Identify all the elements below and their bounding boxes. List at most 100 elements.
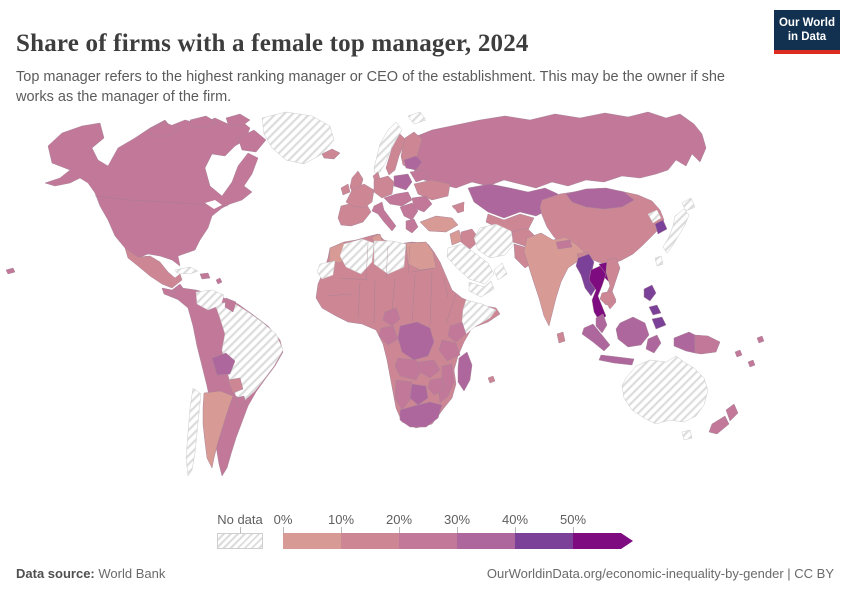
map-region-sweden[interactable] [385, 133, 407, 176]
map-region-mozambique[interactable] [437, 363, 455, 404]
map-region-pacific-islands[interactable] [734, 349, 743, 358]
map-region-uruguay[interactable] [235, 395, 247, 408]
map-region-sumatra[interactable] [581, 323, 611, 352]
map-region-guyana[interactable] [224, 297, 237, 313]
map-region-malaysia[interactable] [595, 313, 608, 334]
map-region-taiwan[interactable] [654, 255, 664, 267]
map-region-dr-congo[interactable] [397, 321, 435, 361]
map-region-iberia[interactable] [337, 202, 372, 227]
map-region-egypt[interactable] [405, 241, 437, 271]
map-region-new-zealand-south[interactable] [708, 415, 730, 435]
map-region-iraq[interactable] [460, 228, 481, 250]
map-region-saudi-arabia[interactable] [446, 243, 495, 285]
owid-logo[interactable]: Our World in Data [774, 10, 840, 54]
map-region-central-europe[interactable] [383, 191, 413, 207]
map-region-thailand[interactable] [588, 265, 607, 323]
map-region-arctic-islands[interactable] [189, 115, 217, 129]
legend-segment-30-40[interactable] [457, 533, 515, 549]
map-region-japan-hokkaido[interactable] [681, 197, 696, 212]
credit-link[interactable]: OurWorldinData.org/economic-inequality-b… [486, 566, 834, 581]
map-region-ireland[interactable] [340, 183, 351, 196]
map-region-philippines-mindanao[interactable] [651, 316, 667, 330]
map-region-baltics[interactable] [403, 155, 423, 171]
map-region-italy[interactable] [371, 201, 397, 232]
map-region-myanmar[interactable] [575, 253, 597, 297]
legend-segment-0-10[interactable] [283, 533, 341, 549]
map-region-madagascar[interactable] [457, 351, 473, 392]
map-region-sulawesi[interactable] [645, 334, 662, 354]
map-region-sri-lanka[interactable] [556, 331, 566, 344]
map-region-west-new-guinea[interactable] [673, 331, 696, 354]
map-region-south-africa[interactable] [399, 401, 443, 428]
map-region-kenya[interactable] [447, 321, 467, 343]
map-region-poland[interactable] [393, 173, 413, 191]
map-region-somalia[interactable] [461, 299, 497, 335]
map-region-south-korea[interactable] [654, 219, 668, 235]
map-region-new-zealand-north[interactable] [725, 403, 739, 422]
map-region-cuba[interactable] [174, 266, 199, 275]
map-region-arctic-islands[interactable] [147, 121, 179, 137]
map-region-russia[interactable] [404, 111, 707, 189]
map-region-france[interactable] [345, 183, 375, 209]
map-region-mexico[interactable] [124, 247, 183, 289]
map-region-java[interactable] [598, 354, 635, 366]
map-region-north-america[interactable] [44, 117, 259, 267]
map-region-bolivia[interactable] [211, 352, 236, 376]
map-region-cambodia[interactable] [599, 290, 617, 306]
map-region-western-sahara[interactable] [316, 260, 336, 280]
map-region-zimbabwe[interactable] [427, 377, 445, 396]
map-region-botswana[interactable] [409, 383, 429, 406]
map-region-philippines-visayas[interactable] [648, 304, 662, 316]
legend-segment-10-20[interactable] [341, 533, 399, 549]
map-region-tanzania[interactable] [438, 339, 461, 362]
map-region-ukraine[interactable] [413, 179, 451, 201]
map-region-greenland[interactable] [261, 111, 335, 165]
map-region-angola[interactable] [394, 357, 423, 381]
map-region-australia[interactable] [621, 355, 709, 425]
map-region-mongolia[interactable] [565, 187, 635, 210]
map-region-gabon-congo[interactable] [378, 325, 399, 346]
legend-colorbar[interactable] [283, 533, 633, 549]
legend-segment-40-50[interactable] [515, 533, 573, 549]
map-region-paraguay[interactable] [227, 377, 244, 394]
map-region-greece[interactable] [405, 218, 419, 234]
map-region-arctic-islands[interactable] [225, 113, 251, 127]
map-region-hispaniola[interactable] [199, 272, 211, 280]
map-region-pacific-islands[interactable] [747, 359, 756, 368]
map-region-pacific-islands[interactable] [756, 335, 765, 344]
map-region-balkans[interactable] [399, 202, 419, 221]
map-region-india[interactable] [523, 232, 586, 327]
map-region-mauritius[interactable] [487, 375, 496, 384]
legend-no-data-swatch[interactable] [217, 533, 263, 549]
map-region-tasmania[interactable] [681, 429, 693, 441]
map-region-iceland[interactable] [321, 148, 341, 160]
legend-no-data-label[interactable]: No data [217, 512, 263, 527]
map-region-north-korea[interactable] [647, 209, 662, 224]
map-region-brazil[interactable] [214, 301, 284, 401]
map-region-cameroon[interactable] [382, 307, 401, 327]
world-choropleth-map[interactable] [0, 108, 850, 508]
map-region-papua-new-guinea[interactable] [694, 334, 721, 355]
map-region-hawaii[interactable] [5, 267, 16, 275]
map-region-belarus[interactable] [409, 169, 429, 183]
map-region-borneo[interactable] [615, 316, 650, 348]
map-region-argentina[interactable] [202, 390, 234, 469]
map-region-japan-honshu[interactable] [662, 208, 690, 254]
map-region-lesser-antilles[interactable] [215, 277, 223, 285]
map-region-namibia[interactable] [394, 379, 413, 411]
map-region-nepal[interactable] [555, 239, 573, 250]
map-region-yemen[interactable] [468, 280, 495, 298]
map-region-zambia[interactable] [417, 359, 441, 379]
map-region-oman[interactable] [493, 262, 508, 281]
map-region-chile[interactable] [185, 387, 202, 477]
map-region-turkey[interactable] [419, 215, 459, 233]
map-region-germany[interactable] [373, 175, 395, 199]
map-region-baffin-island[interactable] [237, 129, 267, 153]
map-region-levant[interactable] [449, 229, 463, 246]
legend-segment-20-30[interactable] [399, 533, 457, 549]
map-region-philippines-luzon[interactable] [643, 284, 657, 302]
map-region-svalbard[interactable] [407, 111, 427, 125]
map-region-libya[interactable] [373, 240, 407, 275]
map-region-iran[interactable] [473, 223, 516, 259]
map-region-venezuela[interactable] [195, 289, 225, 311]
